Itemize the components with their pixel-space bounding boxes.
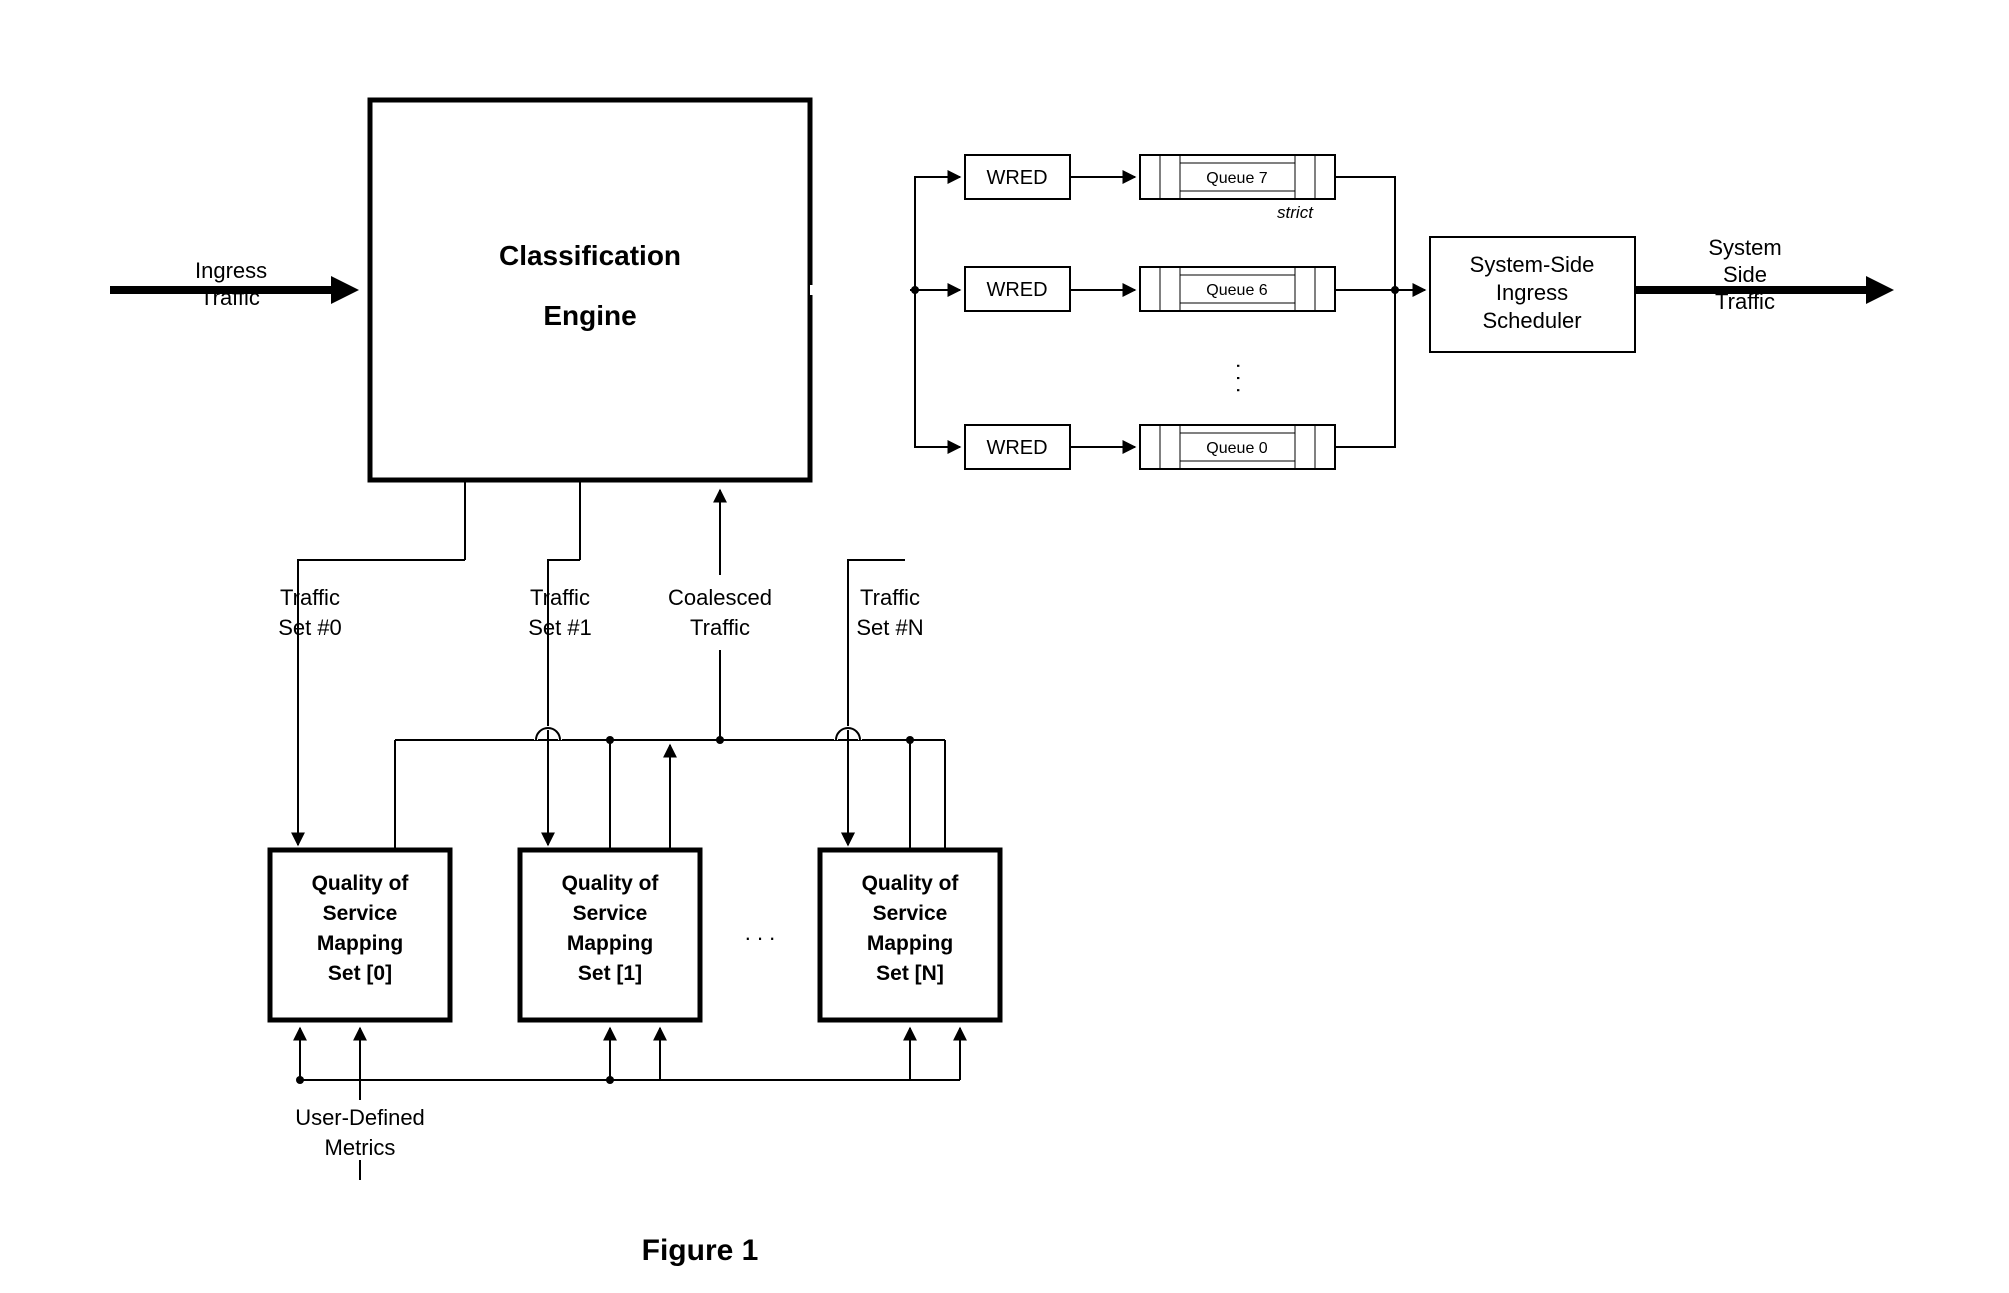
tsn-extra xyxy=(810,290,905,845)
traffic-set-0-label-2: Set #0 xyxy=(278,615,342,640)
wred-2-label: WRED xyxy=(986,437,1047,459)
ingress-label-2: Traffic xyxy=(200,285,260,310)
metrics-label-2b: Metrics xyxy=(325,1135,396,1160)
qos-1-l1: Quality of xyxy=(562,872,660,895)
traffic-set-n-label-1: Traffic xyxy=(860,585,920,610)
qos-1-l2: Service xyxy=(573,902,648,925)
qos-1-l3: Mapping xyxy=(567,932,653,955)
scheduler-label-3: Scheduler xyxy=(1482,308,1581,333)
jump-3 xyxy=(670,548,694,560)
qos-n-l2: Service xyxy=(873,902,948,925)
qos-0-l1: Quality of xyxy=(312,872,410,895)
engine-to-wred2 xyxy=(915,290,960,447)
queue-7-box: Queue 7 xyxy=(1140,155,1335,199)
queue-0-label: Queue 0 xyxy=(1206,440,1267,457)
qos-1-l4: Set [1] xyxy=(578,962,642,985)
scheduler-label-2: Ingress xyxy=(1496,280,1568,305)
metrics-label-1b: User-Defined xyxy=(295,1105,425,1130)
engine-to-wred0 xyxy=(915,177,960,290)
traffic-set-n-label-2: Set #N xyxy=(856,615,923,640)
sched-junction xyxy=(1391,286,1399,294)
metrics-dot-0 xyxy=(296,1076,304,1084)
system-traffic-label-2: Side xyxy=(1723,262,1767,287)
qos-n-l3: Mapping xyxy=(867,932,953,955)
queue-ellipsis: . . . xyxy=(1232,363,1257,394)
wred-1-label: WRED xyxy=(986,279,1047,301)
queue-6-box: Queue 6 xyxy=(1140,267,1335,311)
queue-0-box: Queue 0 xyxy=(1140,425,1335,469)
qos-0-l4: Set [0] xyxy=(328,962,392,985)
system-traffic-label-3: Traffic xyxy=(1715,289,1775,314)
queue-7-sublabel: strict xyxy=(1277,203,1314,222)
queue-7-label: Queue 7 xyxy=(1206,170,1267,187)
traffic-set-1-label-1: Traffic xyxy=(530,585,590,610)
qos-n-l1: Quality of xyxy=(862,872,960,895)
coalesced-label-1: Coalesced xyxy=(668,585,772,610)
traffic-set-0-label-1: Traffic xyxy=(280,585,340,610)
system-traffic-label-1: System xyxy=(1708,235,1781,260)
qos-n-l4: Set [N] xyxy=(876,962,944,985)
q7-to-sched xyxy=(1335,177,1395,290)
coalesced-label-2: Traffic xyxy=(690,615,750,640)
qos-ellipsis: . . . xyxy=(745,920,776,945)
classification-engine-box xyxy=(370,100,810,480)
queue-6-label: Queue 6 xyxy=(1206,282,1267,299)
diagram-canvas: Ingress Traffic Classification Engine WR… xyxy=(0,0,2009,1293)
figure-caption: Figure 1 xyxy=(642,1234,759,1267)
ingress-label-1: Ingress xyxy=(195,258,267,283)
scheduler-label-1: System-Side xyxy=(1470,252,1595,277)
qos-0-l2: Service xyxy=(323,902,398,925)
qos-0-l3: Mapping xyxy=(317,932,403,955)
wred-0-label: WRED xyxy=(986,167,1047,189)
classification-engine-label-1: Classification xyxy=(499,240,681,271)
classification-engine-label-2: Engine xyxy=(543,300,636,331)
q0-to-sched xyxy=(1335,290,1395,447)
traffic-set-1-label-2: Set #1 xyxy=(528,615,592,640)
bus-dot-1 xyxy=(716,736,724,744)
metrics-dot-1 xyxy=(606,1076,614,1084)
